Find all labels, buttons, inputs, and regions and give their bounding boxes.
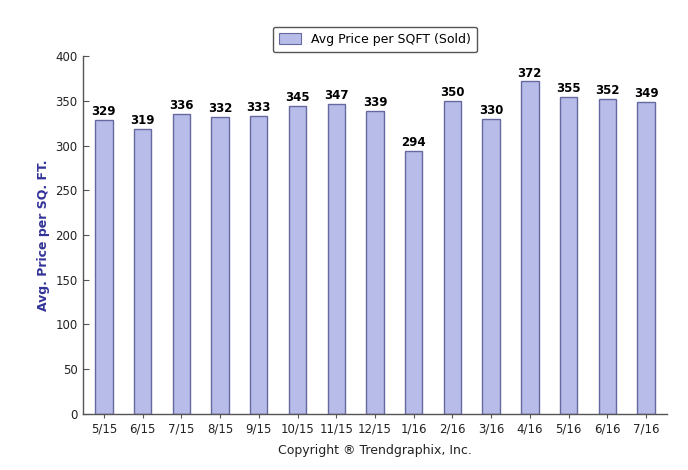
X-axis label: Copyright ® Trendgraphix, Inc.: Copyright ® Trendgraphix, Inc. bbox=[278, 444, 472, 457]
Bar bbox=[211, 117, 228, 414]
Bar bbox=[250, 116, 268, 414]
Bar bbox=[95, 120, 113, 414]
Text: 294: 294 bbox=[401, 136, 426, 149]
Text: 347: 347 bbox=[324, 89, 349, 102]
Text: 350: 350 bbox=[440, 86, 464, 99]
Bar bbox=[289, 105, 306, 414]
Text: 349: 349 bbox=[634, 87, 658, 100]
Text: 319: 319 bbox=[130, 114, 155, 127]
Text: 339: 339 bbox=[363, 96, 387, 109]
Bar bbox=[444, 101, 461, 414]
Text: 352: 352 bbox=[595, 85, 620, 97]
Bar bbox=[637, 102, 655, 414]
Bar bbox=[134, 129, 151, 414]
Bar bbox=[482, 119, 500, 414]
Text: 330: 330 bbox=[479, 104, 504, 117]
Text: 329: 329 bbox=[92, 105, 116, 118]
Bar bbox=[522, 81, 539, 414]
Bar bbox=[560, 96, 577, 414]
Bar bbox=[327, 104, 345, 414]
Text: 355: 355 bbox=[557, 82, 581, 95]
Text: 345: 345 bbox=[286, 91, 310, 104]
Bar bbox=[599, 99, 616, 414]
Text: 372: 372 bbox=[517, 67, 542, 79]
Y-axis label: Avg. Price per SQ. FT.: Avg. Price per SQ. FT. bbox=[37, 159, 50, 311]
Bar bbox=[366, 111, 384, 414]
Bar bbox=[173, 114, 190, 414]
Legend: Avg Price per SQFT (Sold): Avg Price per SQFT (Sold) bbox=[272, 27, 477, 53]
Bar bbox=[405, 151, 422, 414]
Text: 333: 333 bbox=[246, 102, 271, 114]
Text: 332: 332 bbox=[208, 102, 233, 115]
Text: 336: 336 bbox=[169, 99, 193, 112]
